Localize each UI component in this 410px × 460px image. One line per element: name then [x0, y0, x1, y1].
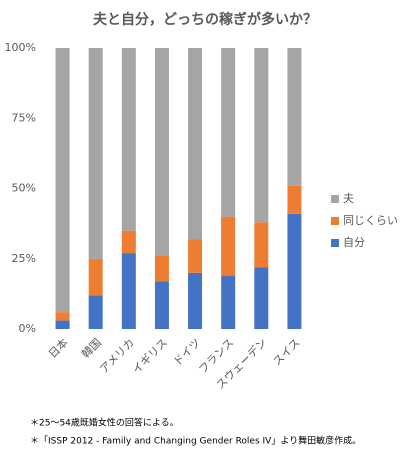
bar-segment	[55, 48, 70, 313]
bar-segment	[287, 213, 302, 329]
legend-label: 夫	[343, 192, 354, 205]
legend-swatch	[331, 195, 339, 203]
bar-segment	[121, 230, 136, 254]
bar-segment	[221, 48, 236, 217]
legend-label: 同じくらい	[343, 214, 398, 227]
bar-segment	[55, 312, 70, 321]
bar-segment	[121, 48, 136, 231]
legend-label: 自分	[343, 236, 365, 249]
bar-segment	[154, 48, 169, 256]
bar-segment	[287, 185, 302, 214]
bar-segment	[254, 48, 269, 223]
bar-segment	[221, 275, 236, 329]
legend-swatch	[331, 217, 339, 225]
x-tick-label: アメリカ	[97, 336, 137, 376]
bar-segment	[88, 258, 103, 296]
bar-segment	[154, 281, 169, 329]
bar-segment	[254, 267, 269, 329]
bar-segment	[188, 272, 203, 329]
footnote: ＊25～54歳既婚女性の回答による。	[30, 417, 179, 429]
bar-segment	[88, 295, 103, 329]
x-tick-label: 韓国	[79, 336, 104, 361]
bar-segment	[121, 253, 136, 329]
bar-segment	[188, 48, 203, 240]
bar-segment	[154, 255, 169, 282]
y-tick-label: 75%	[12, 111, 36, 124]
chart-title: 夫と自分，どっちの稼ぎが多いか？	[93, 11, 317, 28]
bar-segment	[188, 239, 203, 273]
x-tick-label: スイス	[270, 336, 302, 368]
bar-segment	[287, 48, 302, 186]
y-tick-label: 0%	[19, 322, 36, 335]
footnote: ＊「ISSP 2012 - Family and Changing Gender…	[30, 435, 361, 447]
y-tick-label: 100%	[5, 41, 36, 54]
bar-segment	[88, 48, 103, 259]
legend-swatch	[331, 239, 339, 247]
y-tick-label: 50%	[12, 182, 36, 195]
bar-segment	[55, 320, 70, 329]
bar-segment	[254, 222, 269, 268]
y-tick-label: 25%	[12, 252, 36, 265]
bar-segment	[221, 216, 236, 276]
x-tick-label: 日本	[45, 335, 70, 360]
x-tick-label: イギリス	[130, 336, 170, 376]
